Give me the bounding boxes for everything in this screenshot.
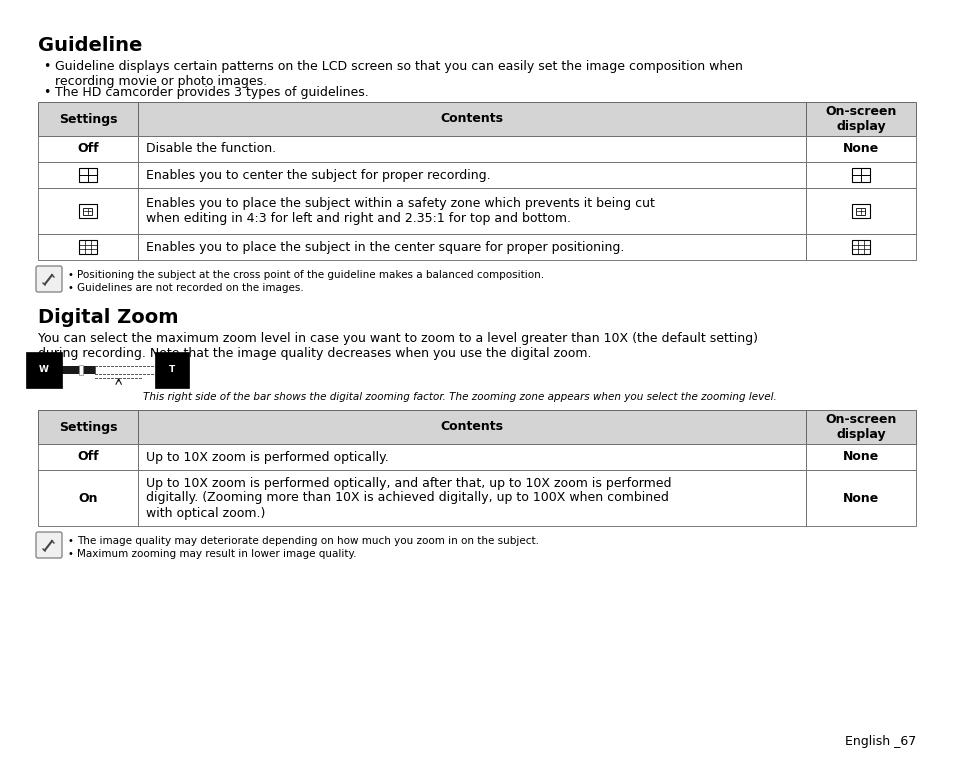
FancyBboxPatch shape bbox=[36, 532, 62, 558]
Bar bbox=[79, 168, 97, 182]
Text: Settings: Settings bbox=[59, 113, 117, 126]
Text: Guideline displays certain patterns on the LCD screen so that you can easily set: Guideline displays certain patterns on t… bbox=[55, 60, 742, 88]
Bar bbox=[38, 410, 138, 444]
Bar bbox=[79, 204, 97, 218]
Text: You can select the maximum zoom level in case you want to zoom to a level greate: You can select the maximum zoom level in… bbox=[38, 332, 758, 360]
Text: •: • bbox=[68, 549, 73, 559]
Text: Digital Zoom: Digital Zoom bbox=[38, 308, 178, 327]
Bar bbox=[38, 470, 138, 526]
Bar bbox=[851, 168, 869, 182]
Bar bbox=[851, 240, 869, 254]
Bar bbox=[138, 470, 805, 526]
Text: T: T bbox=[169, 365, 175, 375]
Bar bbox=[805, 470, 915, 526]
Bar bbox=[138, 234, 805, 260]
Bar bbox=[138, 136, 805, 162]
Text: •: • bbox=[68, 283, 73, 293]
Bar bbox=[805, 102, 915, 136]
Bar bbox=[805, 188, 915, 234]
Text: Off: Off bbox=[77, 142, 99, 155]
Text: W: W bbox=[39, 365, 49, 375]
Text: Enables you to place the subject in the center square for proper positioning.: Enables you to place the subject in the … bbox=[146, 241, 623, 254]
Bar bbox=[805, 444, 915, 470]
Text: Disable the function.: Disable the function. bbox=[146, 142, 275, 155]
Text: Guidelines are not recorded on the images.: Guidelines are not recorded on the image… bbox=[77, 283, 303, 293]
Bar bbox=[38, 102, 138, 136]
Text: •: • bbox=[68, 536, 73, 546]
Bar bbox=[805, 162, 915, 188]
Text: On: On bbox=[78, 492, 97, 505]
Text: On-screen
display: On-screen display bbox=[824, 105, 896, 133]
Text: The HD camcorder provides 3 types of guidelines.: The HD camcorder provides 3 types of gui… bbox=[55, 86, 369, 99]
Text: None: None bbox=[842, 450, 879, 463]
Bar bbox=[805, 410, 915, 444]
Bar bbox=[38, 234, 138, 260]
Text: Positioning the subject at the cross point of the guideline makes a balanced com: Positioning the subject at the cross poi… bbox=[77, 270, 543, 280]
Text: Settings: Settings bbox=[59, 421, 117, 434]
Bar bbox=[851, 204, 869, 218]
Text: Enables you to center the subject for proper recording.: Enables you to center the subject for pr… bbox=[146, 169, 490, 182]
Bar bbox=[138, 410, 805, 444]
Text: Contents: Contents bbox=[440, 421, 503, 434]
Bar bbox=[84, 208, 92, 214]
Bar bbox=[805, 234, 915, 260]
Bar bbox=[805, 136, 915, 162]
Text: Up to 10X zoom is performed optically, and after that, up to 10X zoom is perform: Up to 10X zoom is performed optically, a… bbox=[146, 476, 671, 519]
Bar bbox=[138, 102, 805, 136]
FancyBboxPatch shape bbox=[36, 266, 62, 292]
Bar bbox=[138, 188, 805, 234]
Text: •: • bbox=[43, 60, 51, 73]
Text: Enables you to place the subject within a safety zone which prevents it being cu: Enables you to place the subject within … bbox=[146, 197, 654, 225]
Text: •: • bbox=[68, 270, 73, 280]
Text: The image quality may deteriorate depending on how much you zoom in on the subje: The image quality may deteriorate depend… bbox=[77, 536, 538, 546]
Text: Off: Off bbox=[77, 450, 99, 463]
Bar bbox=[79, 240, 97, 254]
Bar bbox=[38, 136, 138, 162]
Bar bbox=[856, 208, 864, 214]
Bar bbox=[53, 366, 94, 374]
Text: None: None bbox=[842, 492, 879, 505]
Text: Guideline: Guideline bbox=[38, 36, 142, 55]
Text: Up to 10X zoom is performed optically.: Up to 10X zoom is performed optically. bbox=[146, 450, 388, 463]
Text: None: None bbox=[842, 142, 879, 155]
Bar bbox=[138, 444, 805, 470]
Bar bbox=[38, 188, 138, 234]
Bar bbox=[38, 444, 138, 470]
Bar bbox=[38, 162, 138, 188]
Bar bbox=[138, 162, 805, 188]
Text: •: • bbox=[43, 86, 51, 99]
Text: Contents: Contents bbox=[440, 113, 503, 126]
Text: Maximum zooming may result in lower image quality.: Maximum zooming may result in lower imag… bbox=[77, 549, 356, 559]
Text: This right side of the bar shows the digital zooming factor. The zooming zone ap: This right side of the bar shows the dig… bbox=[143, 392, 776, 402]
Text: On-screen
display: On-screen display bbox=[824, 413, 896, 441]
Bar bbox=[79, 365, 83, 375]
Text: English _67: English _67 bbox=[843, 735, 915, 748]
